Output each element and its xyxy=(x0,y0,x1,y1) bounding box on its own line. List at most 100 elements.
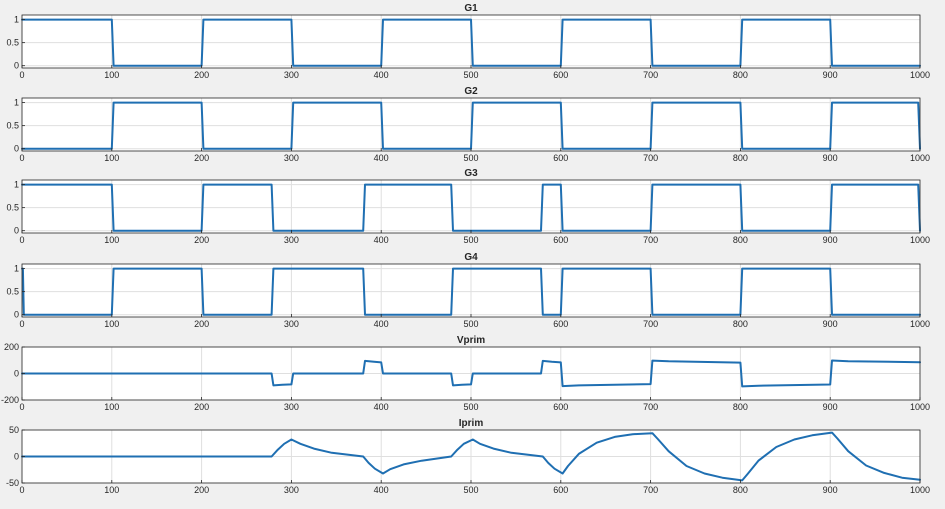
y-tick-label: 200 xyxy=(4,342,19,352)
x-tick-label: 500 xyxy=(463,235,478,245)
y-tick-label: -50 xyxy=(6,478,19,488)
y-tick-label: 1 xyxy=(14,15,19,25)
x-tick-label: 600 xyxy=(553,153,568,163)
y-tick-label: 0 xyxy=(14,144,19,154)
subplot-4: 0 100 200 300 400 500 600 700 800 900 1000 0 0.5 1 G4 xyxy=(6,252,930,329)
x-tick-label: 900 xyxy=(823,153,838,163)
subplot-3: 0 100 200 300 400 500 600 700 800 900 1000 0 0.5 1 G3 xyxy=(6,168,930,245)
series-line-1 xyxy=(21,267,921,316)
x-tick-label: 300 xyxy=(284,235,299,245)
x-tick-label: 0 xyxy=(19,319,24,329)
x-tick-label: 900 xyxy=(823,70,838,80)
x-tick-label: 100 xyxy=(104,402,119,412)
x-tick-label: 0 xyxy=(19,235,24,245)
x-tick-label: 200 xyxy=(194,485,209,495)
y-tick-label: 0 xyxy=(14,310,19,320)
x-tick-label: 1000 xyxy=(910,319,930,329)
subplot-title: Vprim xyxy=(457,335,485,346)
x-tick-label: 1000 xyxy=(910,485,930,495)
x-tick-label: 1000 xyxy=(910,235,930,245)
series-line-1 xyxy=(21,183,921,232)
x-tick-label: 500 xyxy=(463,319,478,329)
x-tick-label: 300 xyxy=(284,153,299,163)
x-tick-label: 100 xyxy=(104,319,119,329)
x-tick-label: 400 xyxy=(374,402,389,412)
x-tick-label: 0 xyxy=(19,153,24,163)
x-tick-label: 300 xyxy=(284,319,299,329)
series-line-1 xyxy=(21,359,921,388)
x-tick-label: 600 xyxy=(553,235,568,245)
subplot-1: 0 100 200 300 400 500 600 700 800 900 1000 0 0.5 1 G1 xyxy=(6,3,930,80)
x-tick-label: 900 xyxy=(823,319,838,329)
y-tick-label: 0 xyxy=(14,452,19,462)
x-tick-label: 400 xyxy=(374,235,389,245)
y-tick-label: 0 xyxy=(14,369,19,379)
x-tick-label: 600 xyxy=(553,485,568,495)
x-tick-label: 700 xyxy=(643,70,658,80)
x-tick-label: 100 xyxy=(104,235,119,245)
x-tick-label: 700 xyxy=(643,153,658,163)
x-tick-label: 500 xyxy=(463,402,478,412)
x-tick-label: 700 xyxy=(643,235,658,245)
x-tick-label: 100 xyxy=(104,153,119,163)
x-tick-label: 200 xyxy=(194,319,209,329)
x-tick-label: 900 xyxy=(823,485,838,495)
y-tick-label: 1 xyxy=(14,180,19,190)
x-tick-label: 800 xyxy=(733,402,748,412)
x-tick-label: 800 xyxy=(733,70,748,80)
y-tick-label: 0.5 xyxy=(6,287,19,297)
x-tick-label: 900 xyxy=(823,235,838,245)
x-tick-label: 800 xyxy=(733,235,748,245)
x-tick-label: 300 xyxy=(284,70,299,80)
x-tick-label: 800 xyxy=(733,153,748,163)
x-tick-label: 0 xyxy=(19,485,24,495)
y-tick-label: 0.5 xyxy=(6,121,19,131)
y-tick-label: 0 xyxy=(14,61,19,71)
subplot-2: 0 100 200 300 400 500 600 700 800 900 1000 0 0.5 1 G2 xyxy=(6,86,930,163)
x-tick-label: 400 xyxy=(374,153,389,163)
x-tick-label: 1000 xyxy=(910,153,930,163)
x-tick-label: 500 xyxy=(463,153,478,163)
series-line-1 xyxy=(21,431,921,482)
x-tick-label: 500 xyxy=(463,485,478,495)
x-tick-label: 200 xyxy=(194,153,209,163)
x-tick-label: 0 xyxy=(19,70,24,80)
y-tick-label: 1 xyxy=(14,98,19,108)
x-tick-label: 100 xyxy=(104,70,119,80)
y-tick-label: 1 xyxy=(14,264,19,274)
y-tick-label: 0.5 xyxy=(6,203,19,213)
subplot-title: G2 xyxy=(464,86,478,97)
x-tick-label: 200 xyxy=(194,70,209,80)
x-tick-label: 600 xyxy=(553,319,568,329)
x-tick-label: 400 xyxy=(374,319,389,329)
x-tick-label: 900 xyxy=(823,402,838,412)
x-tick-label: 200 xyxy=(194,235,209,245)
series-line-1 xyxy=(21,101,921,150)
y-tick-label: -200 xyxy=(1,395,19,405)
x-tick-label: 800 xyxy=(733,319,748,329)
x-tick-label: 200 xyxy=(194,402,209,412)
subplot-title: G1 xyxy=(464,3,478,14)
x-tick-label: 700 xyxy=(643,485,658,495)
subplot-6: 0 100 200 300 400 500 600 700 800 900 1000-50050Ip… xyxy=(6,418,930,495)
x-tick-label: 100 xyxy=(104,485,119,495)
y-tick-label: 50 xyxy=(9,425,19,435)
x-tick-label: 800 xyxy=(733,485,748,495)
x-tick-label: 600 xyxy=(553,402,568,412)
x-tick-label: 700 xyxy=(643,402,658,412)
series-line-1 xyxy=(21,18,921,67)
x-tick-label: 1000 xyxy=(910,70,930,80)
x-tick-label: 400 xyxy=(374,70,389,80)
x-tick-label: 300 xyxy=(284,485,299,495)
x-tick-label: 400 xyxy=(374,485,389,495)
subplot-title: Iprim xyxy=(459,418,484,429)
x-tick-label: 0 xyxy=(19,402,24,412)
subplot-5: 0 100 200 300 400 500 600 700 800 900 1000-2000200… xyxy=(1,335,930,412)
subplot-title: G4 xyxy=(464,252,478,263)
x-tick-label: 300 xyxy=(284,402,299,412)
x-tick-label: 1000 xyxy=(910,402,930,412)
y-tick-label: 0 xyxy=(14,226,19,236)
y-tick-label: 0.5 xyxy=(6,38,19,48)
x-tick-label: 500 xyxy=(463,70,478,80)
